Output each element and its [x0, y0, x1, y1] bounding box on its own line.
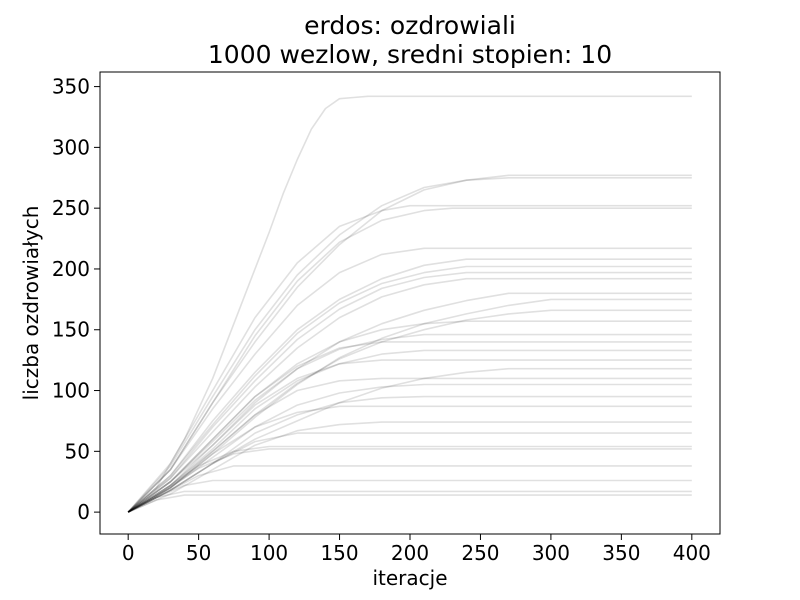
series-line-18 [127, 359, 692, 513]
y-tick-label: 350 [52, 75, 90, 99]
series-line-16 [127, 341, 692, 513]
x-axis-label: iteracje [372, 566, 447, 590]
y-tick-label: 150 [52, 318, 90, 342]
y-axis-ticks: 0 50 100 150 200 250 300 350 [52, 75, 100, 524]
series-line-27 [127, 448, 692, 513]
series-layer [127, 95, 692, 513]
series-line-9 [127, 271, 692, 513]
y-axis-label: liczba ozdrowiałych [19, 206, 43, 401]
x-tick-label: 300 [532, 541, 570, 565]
series-line-24 [127, 421, 692, 513]
y-tick-label: 200 [52, 257, 90, 281]
series-line-20 [127, 377, 692, 513]
y-tick-label: 300 [52, 135, 90, 159]
series-line-2 [127, 174, 692, 513]
x-axis-ticks: 0 50 100 150 200 250 300 350 400 [122, 534, 711, 565]
x-tick-label: 50 [186, 541, 211, 565]
series-line-25 [127, 432, 692, 513]
series-line-29 [127, 479, 692, 513]
series-line-23 [127, 405, 692, 513]
chart-title-line-2: 1000 wezlow, sredni stopien: 10 [208, 40, 612, 69]
y-tick-label: 0 [77, 500, 90, 524]
series-line-14 [127, 320, 692, 513]
x-tick-label: 0 [122, 541, 135, 565]
series-line-6 [127, 247, 692, 513]
series-line-11 [127, 292, 692, 513]
x-tick-label: 400 [673, 541, 711, 565]
series-line-12 [127, 298, 692, 513]
series-line-22 [127, 395, 692, 513]
x-tick-label: 250 [461, 541, 499, 565]
series-line-8 [127, 265, 692, 513]
series-line-13 [127, 309, 692, 513]
y-tick-label: 100 [52, 379, 90, 403]
series-line-1 [127, 95, 692, 513]
series-line-17 [127, 349, 692, 513]
x-tick-label: 350 [602, 541, 640, 565]
series-line-3 [127, 177, 692, 513]
x-tick-label: 100 [250, 541, 288, 565]
series-line-31 [127, 494, 692, 513]
series-line-5 [127, 204, 692, 513]
series-line-10 [127, 277, 692, 513]
series-line-28 [127, 465, 692, 513]
series-line-15 [127, 333, 692, 513]
x-tick-label: 200 [391, 541, 429, 565]
series-line-21 [127, 383, 692, 513]
x-tick-label: 150 [320, 541, 358, 565]
chart-title-line-1: erdos: ozdrowiali [304, 11, 516, 40]
series-line-26 [127, 445, 692, 513]
plot-area-frame [99, 71, 721, 535]
series-line-19 [127, 367, 692, 513]
series-line-7 [127, 258, 692, 513]
y-tick-label: 50 [65, 439, 90, 463]
series-line-30 [127, 490, 692, 513]
series-line-4 [127, 207, 692, 513]
y-tick-label: 250 [52, 196, 90, 220]
